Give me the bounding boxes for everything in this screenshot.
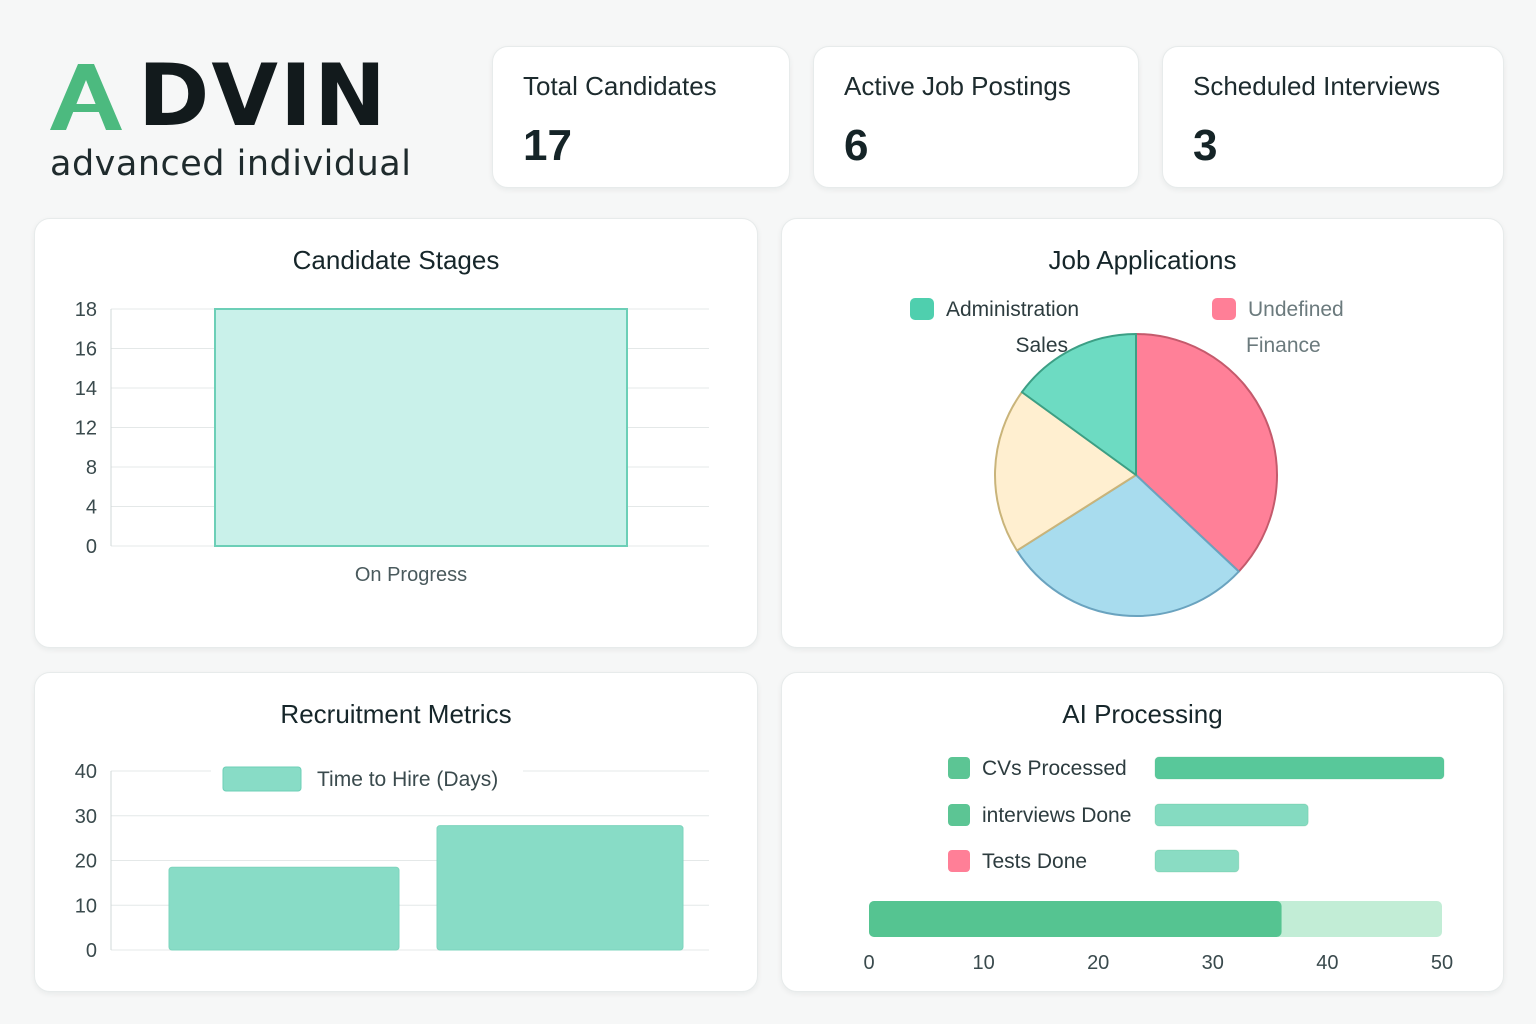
x-tick-label: 40 — [1316, 952, 1338, 974]
y-tick-label: 20 — [75, 851, 97, 873]
recruitment-metrics-chart: 0 10 20 30 40 Time to Hire (Days) — [75, 761, 709, 962]
pie-slice-1 — [1015, 474, 1240, 617]
y-tick-label: 8 — [86, 457, 97, 479]
ai-processing-panel: AI Processing CVs Processed interviews Do… — [781, 672, 1504, 992]
x-tick-label: 10 — [972, 952, 994, 974]
x-tick-label: 0 — [863, 952, 874, 974]
stat-card-scheduled-interviews[interactable]: Scheduled Interviews 3 — [1162, 46, 1504, 188]
ai-bar-2 — [1154, 849, 1240, 873]
legend-swatch — [948, 804, 970, 826]
y-tick-label: 12 — [75, 418, 97, 440]
legend-swatch — [910, 298, 934, 320]
legend-swatch — [948, 850, 970, 872]
legend-label: Finance — [1246, 334, 1321, 357]
legend-label: Tests Done — [982, 850, 1087, 873]
pie-slice-2 — [994, 391, 1137, 552]
y-tick-label: 40 — [75, 761, 97, 783]
x-tick-label: On Progress — [355, 564, 467, 586]
logo-word: DVIN — [138, 46, 388, 146]
stat-label: Active Job Postings — [844, 71, 1071, 101]
ai-bar-0 — [1154, 756, 1445, 780]
candidate-stages-panel: Candidate Stages 0 4 8 12 14 16 18 On Progress — [34, 218, 758, 648]
bar-time-to-hire-1 — [436, 825, 684, 951]
y-tick-label: 10 — [75, 895, 97, 917]
stat-value: 3 — [1193, 121, 1218, 170]
panel-title: Candidate Stages — [292, 245, 500, 275]
stat-label: Scheduled Interviews — [1193, 71, 1441, 101]
job-applications-panel: Job Applications Administration Undefined… — [781, 218, 1504, 648]
ai-processing-chart: CVs Processed interviews Done Tests Done 0 1… — [863, 756, 1453, 974]
stat-card-total-candidates[interactable]: Total Candidates 17 — [492, 46, 790, 188]
legend-label: Time to Hire (Days) — [317, 768, 498, 791]
y-tick-label: 0 — [86, 940, 97, 962]
y-tick-label: 14 — [75, 378, 97, 400]
progress-fill — [869, 901, 1282, 937]
legend-label: Administration — [946, 298, 1079, 321]
legend-swatch — [948, 757, 970, 779]
panel-title: AI Processing — [1062, 699, 1223, 729]
candidate-stages-chart: 0 4 8 12 14 16 18 On Progress — [75, 299, 709, 586]
y-tick-label: 4 — [86, 497, 97, 519]
pie-slice-3 — [1020, 333, 1137, 476]
y-tick-label: 18 — [75, 299, 97, 321]
logo-a-icon — [50, 64, 122, 130]
panel-title: Job Applications — [1048, 245, 1237, 275]
job-applications-chart: Administration Undefined Sales Finance — [910, 298, 1344, 617]
legend-label: Sales — [1015, 334, 1068, 357]
recruitment-metrics-panel: Recruitment Metrics 0 10 20 30 40 Time to Hir… — [34, 672, 758, 992]
y-tick-label: 30 — [75, 806, 97, 828]
panel-title: Recruitment Metrics — [280, 699, 512, 729]
stat-value: 6 — [844, 121, 869, 170]
ai-bar-1 — [1154, 803, 1309, 827]
x-tick-label: 30 — [1202, 952, 1224, 974]
advin-logo: DVIN advanced individual — [48, 46, 448, 184]
pie-slice-0 — [1135, 333, 1278, 573]
x-tick-label: 20 — [1087, 952, 1109, 974]
y-tick-label: 16 — [75, 339, 97, 361]
legend-label: CVs Processed — [982, 757, 1127, 780]
bar-time-to-hire-0 — [168, 866, 400, 951]
x-tick-label: 50 — [1431, 952, 1453, 974]
y-tick-label: 0 — [86, 536, 97, 558]
legend-swatch — [222, 766, 302, 792]
stat-value: 17 — [523, 121, 572, 170]
logo-mark: DVIN — [48, 46, 448, 146]
legend-swatch — [1212, 298, 1236, 320]
legend-label: interviews Done — [982, 804, 1131, 827]
bar-on-progress — [214, 308, 628, 547]
stat-label: Total Candidates — [523, 71, 717, 101]
stat-card-active-job-postings[interactable]: Active Job Postings 6 — [813, 46, 1139, 188]
logo-tagline: advanced individual — [50, 144, 412, 184]
legend-label: Undefined — [1248, 298, 1344, 321]
